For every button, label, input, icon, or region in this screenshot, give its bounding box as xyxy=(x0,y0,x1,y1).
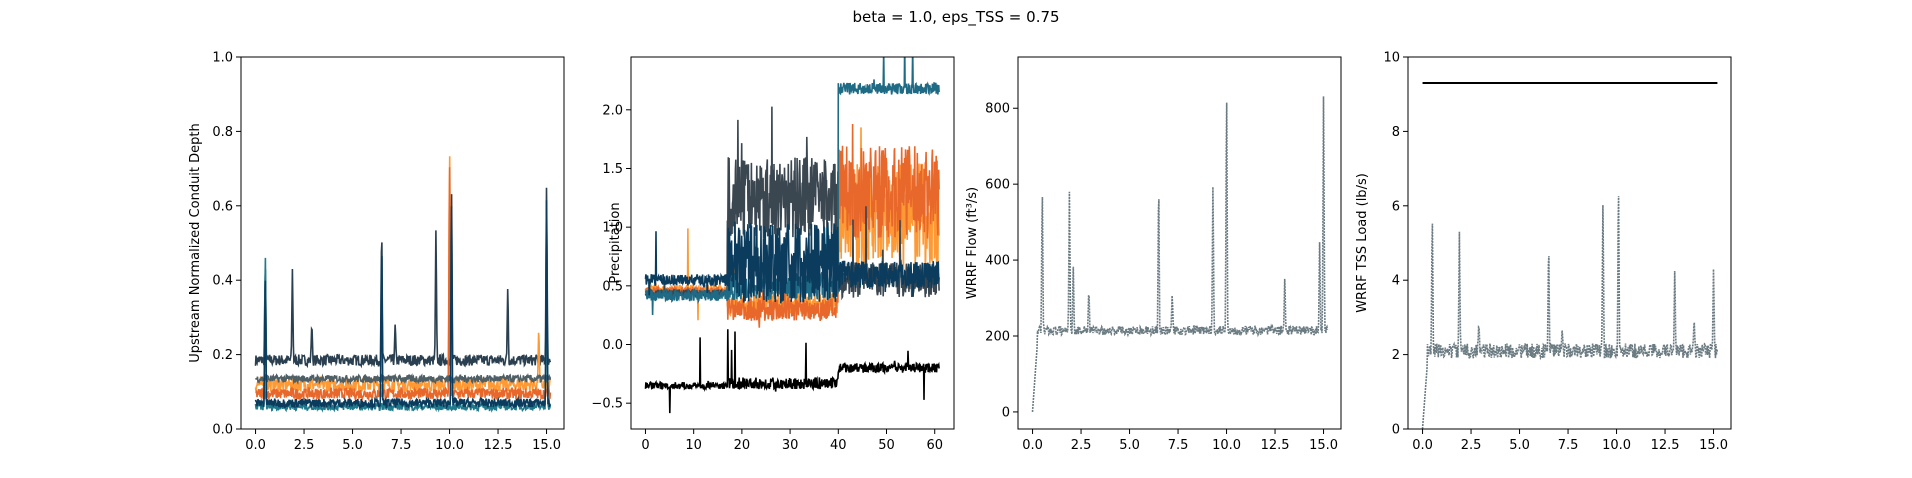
y-tick-label: 600 xyxy=(985,178,1010,193)
x-tick-label: 5.0 xyxy=(1119,438,1140,453)
y-axis-label: WRRF TSS Load (lb/s) xyxy=(1355,173,1370,313)
y-tick-label: 4 xyxy=(1392,274,1400,289)
axes-frame xyxy=(1407,56,1732,430)
x-tick-label: 12.5 xyxy=(1261,438,1290,453)
plot-area-2 xyxy=(644,57,940,414)
x-tick-label: 30 xyxy=(782,438,799,453)
plot-area-3 xyxy=(1031,96,1329,412)
y-axis-label: Precipitation xyxy=(608,202,623,283)
plot-area-4 xyxy=(1421,82,1719,429)
y-tick-label: 1.0 xyxy=(212,51,233,66)
axes-frame xyxy=(630,56,955,430)
y-tick-label: 10 xyxy=(1383,51,1400,66)
y-tick-label: 1.0 xyxy=(602,221,623,236)
x-tick-label: 10.0 xyxy=(1602,438,1631,453)
y-tick-label: 0 xyxy=(1002,405,1010,420)
series-line-1 xyxy=(1031,96,1329,412)
x-tick-label: 7.5 xyxy=(391,438,412,453)
series-line-5 xyxy=(644,221,940,304)
axes-frame xyxy=(240,56,565,430)
y-tick-label: 0.0 xyxy=(212,423,233,438)
x-tick-label: 5.0 xyxy=(1509,438,1530,453)
figure-title: beta = 1.0, eps_TSS = 0.75 xyxy=(852,8,1059,27)
x-tick-label: 2.5 xyxy=(294,438,315,453)
y-tick-label: 0 xyxy=(1392,423,1400,438)
x-tick-label: 7.5 xyxy=(1168,438,1189,453)
x-tick-label: 7.5 xyxy=(1558,438,1579,453)
x-tick-label: 10.0 xyxy=(435,438,464,453)
y-tick-label: 2 xyxy=(1392,348,1400,363)
x-tick-label: 5.0 xyxy=(342,438,363,453)
x-tick-label: 0.0 xyxy=(245,438,266,453)
y-axis-label: Upstream Normalized Conduit Depth xyxy=(188,123,203,363)
subplot-2: 0 10 20 30 40 50 60 −0.5 0.0 0.5 1.0 1.5 2.0 Precipit… xyxy=(591,56,955,453)
x-tick-label: 0.0 xyxy=(1022,438,1043,453)
y-tick-label: 0.6 xyxy=(212,199,233,214)
y-tick-label: 0.2 xyxy=(212,348,233,363)
x-tick-label: 12.5 xyxy=(1651,438,1680,453)
x-tick-label: 10 xyxy=(685,438,702,453)
series-line-1 xyxy=(1421,196,1719,429)
x-tick-label: 60 xyxy=(926,438,943,453)
x-tick-label: 10.0 xyxy=(1212,438,1241,453)
y-tick-label: 0.8 xyxy=(212,125,233,140)
x-tick-label: 0 xyxy=(641,438,649,453)
axes-frame xyxy=(1017,56,1342,430)
y-tick-label: 8 xyxy=(1392,125,1400,140)
subplot-4: 0.0 2.5 5.0 7.5 10.0 12.5 15.0 0 2 4 6 8 10 WRRF TSS … xyxy=(1355,51,1732,453)
y-tick-label: 0.0 xyxy=(602,338,623,353)
y-tick-label: 2.0 xyxy=(602,103,623,118)
x-tick-label: 15.0 xyxy=(1309,438,1338,453)
plot-area-1 xyxy=(254,156,552,413)
x-tick-label: 40 xyxy=(830,438,847,453)
subplot-1: 0.0 2.5 5.0 7.5 10.0 12.5 15.0 0.0 0.2 0.4 0.6 0.8 1… xyxy=(188,51,565,453)
series-line-3 xyxy=(255,167,552,402)
series-line-2 xyxy=(254,156,552,394)
x-tick-label: 0.0 xyxy=(1412,438,1433,453)
series-line-6 xyxy=(644,329,940,414)
y-tick-label: 200 xyxy=(985,330,1010,345)
y-tick-label: 0.5 xyxy=(602,279,623,294)
y-tick-label: 6 xyxy=(1392,199,1400,214)
y-tick-label: 1.5 xyxy=(602,162,623,177)
x-tick-label: 12.5 xyxy=(484,438,513,453)
y-tick-label: 800 xyxy=(985,102,1010,117)
y-axis-label: WRRF Flow (ft³/s) xyxy=(965,187,980,299)
x-tick-label: 2.5 xyxy=(1071,438,1092,453)
series-line-4 xyxy=(254,372,552,386)
y-tick-label: −0.5 xyxy=(591,397,623,412)
x-tick-label: 50 xyxy=(878,438,895,453)
subplot-3: 0.0 2.5 5.0 7.5 10.0 12.5 15.0 0 200 400 600 800 WRR… xyxy=(965,56,1342,453)
x-tick-label: 2.5 xyxy=(1461,438,1482,453)
series-line-6 xyxy=(254,200,551,411)
series-line-1 xyxy=(254,187,552,369)
y-tick-label: 400 xyxy=(985,254,1010,269)
x-tick-label: 15.0 xyxy=(1699,438,1728,453)
y-tick-label: 0.4 xyxy=(212,274,233,289)
x-tick-label: 20 xyxy=(734,438,751,453)
x-tick-label: 15.0 xyxy=(532,438,561,453)
